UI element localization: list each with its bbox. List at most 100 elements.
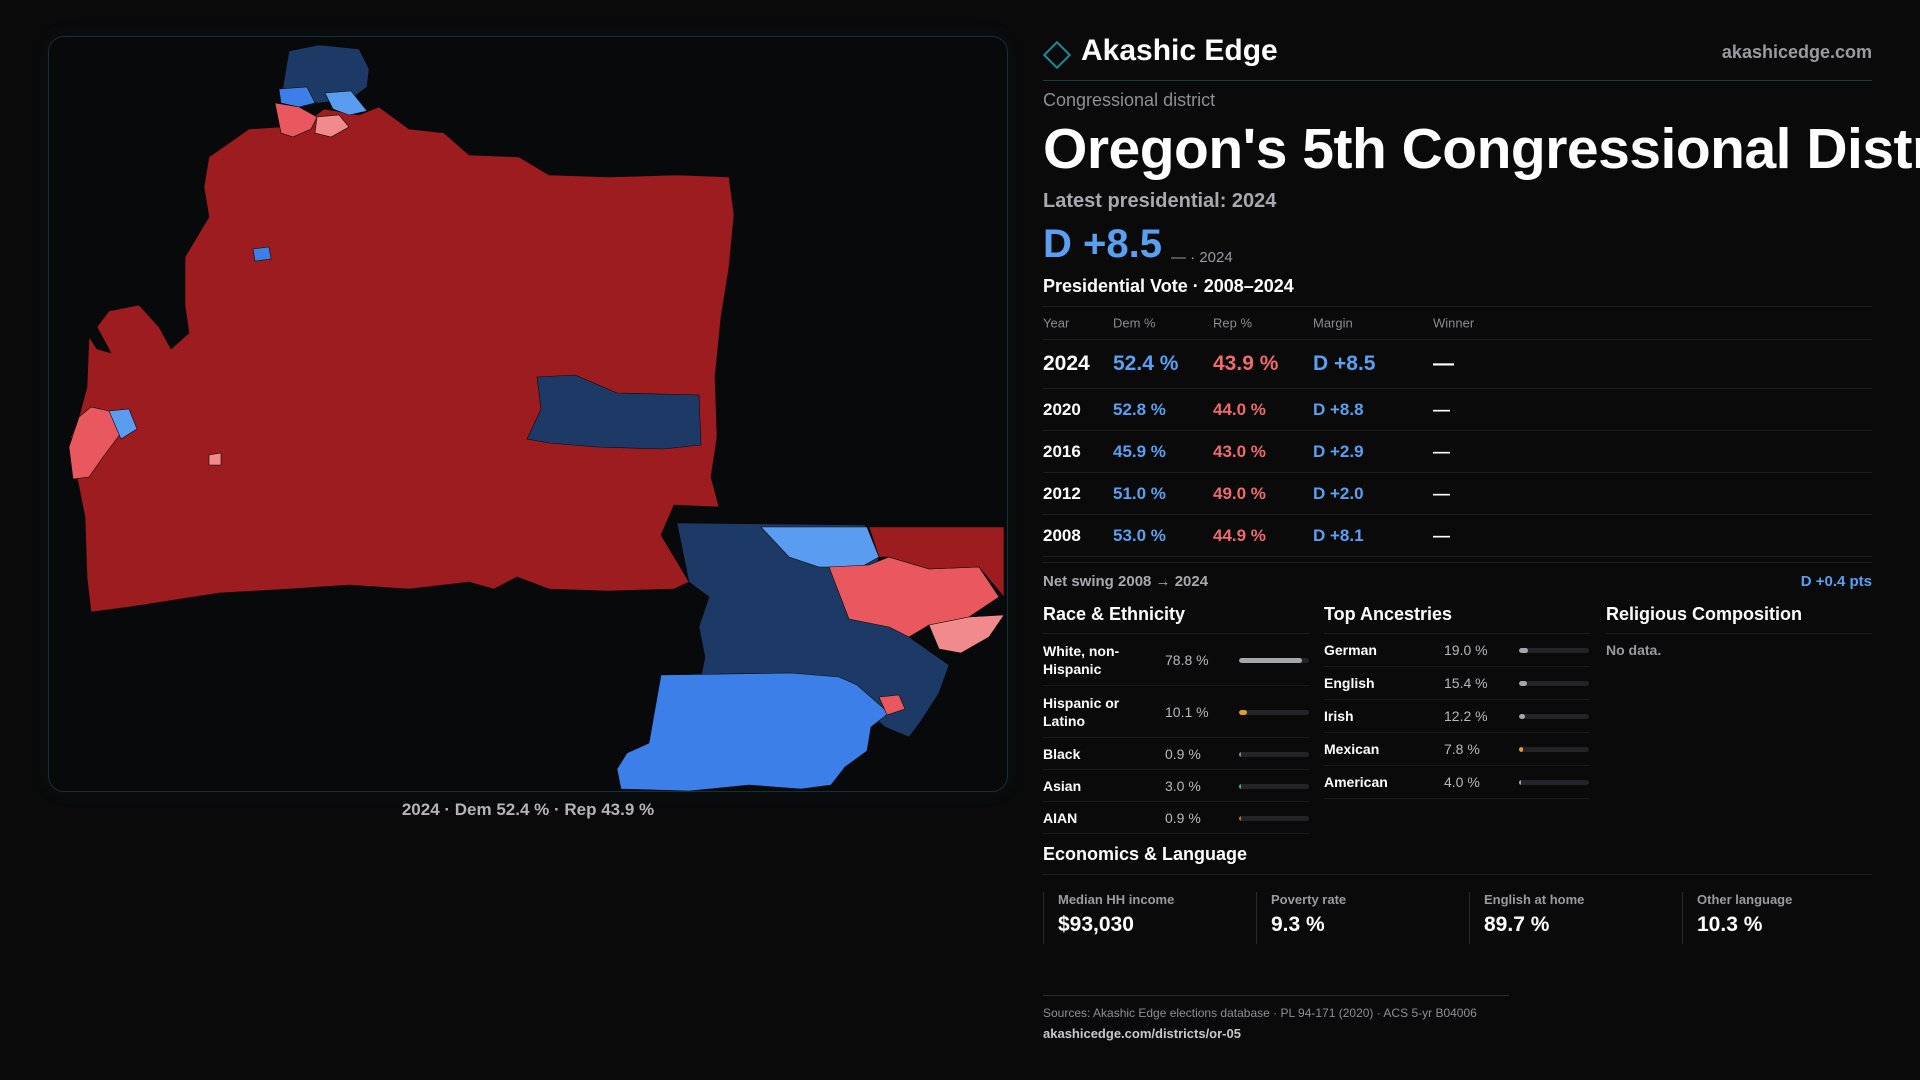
stat-other-language: Other language 10.3 % <box>1682 892 1894 944</box>
cell-rep: 43.9 % <box>1213 352 1279 375</box>
race-value: 78.8 % <box>1165 651 1209 668</box>
map-region-center-dem-dot[interactable] <box>252 246 272 262</box>
ancestry-row: American 4.0 % <box>1324 766 1590 799</box>
stat-label: English at home <box>1484 892 1585 907</box>
ancestry-label: Irish <box>1324 708 1354 724</box>
ancestry-label: American <box>1324 774 1388 790</box>
vote-table-title: Presidential Vote · 2008–2024 <box>1043 276 1294 296</box>
stat-value: $93,030 <box>1058 913 1134 936</box>
ancestry-bar <box>1519 714 1589 719</box>
race-row: Black 0.9 % <box>1043 738 1309 770</box>
race-bar <box>1239 709 1309 715</box>
ancestry-title: Top Ancestries <box>1324 604 1590 634</box>
race-bar-fill <box>1239 657 1303 663</box>
race-label: Asian <box>1043 777 1082 794</box>
sources-note: Sources: Akashic Edge elections database… <box>1043 1006 1477 1020</box>
map-region-east-safe-dem[interactable] <box>526 374 702 450</box>
ancestry-row: Irish 12.2 % <box>1324 700 1590 733</box>
map-region-se-lean-rep[interactable] <box>828 556 1000 638</box>
map-region-north-tilt-dem[interactable] <box>324 90 368 116</box>
ancestry-bar <box>1519 780 1589 785</box>
ancestry-bar <box>1519 681 1589 686</box>
ancestry-value: 12.2 % <box>1444 708 1488 724</box>
stat-median-income: Median HH income $93,030 <box>1043 892 1255 944</box>
map-region-south-rep-dot[interactable] <box>878 694 906 716</box>
race-row: Asian 3.0 % <box>1043 770 1309 802</box>
headline-margin: D +8.5 <box>1043 222 1162 266</box>
race-list: White, non-Hispanic 78.8 % Hispanic or Lat… <box>1043 634 1309 834</box>
diamond-outline-icon <box>1042 40 1072 70</box>
race-value: 3.0 % <box>1165 777 1201 794</box>
race-row: White, non-Hispanic 78.8 % <box>1043 634 1309 686</box>
ancestries-section: Top Ancestries German 19.0 % English 15.4 %… <box>1324 604 1590 799</box>
presidential-vote-table: Year Dem % Rep % Margin Winner 2024 52.4… <box>1043 306 1872 557</box>
cell-rep: 44.9 % <box>1213 525 1266 545</box>
ancestry-bar-fill <box>1519 780 1521 785</box>
page-kicker: Congressional district <box>1043 90 1216 110</box>
race-bar-fill <box>1239 783 1242 789</box>
col-margin: Margin <box>1313 315 1353 331</box>
race-label: Black <box>1043 745 1081 762</box>
table-row: 2012 51.0 % 49.0 % D +2.0 — <box>1043 473 1872 515</box>
col-rep: Rep % <box>1213 315 1253 331</box>
stat-value: 89.7 % <box>1484 913 1550 936</box>
ancestry-bar <box>1519 648 1589 653</box>
stat-value: 10.3 % <box>1697 913 1763 936</box>
ancestry-value: 15.4 % <box>1444 675 1488 691</box>
map-region-south-lean-dem[interactable] <box>616 672 890 791</box>
ancestry-row: Mexican 7.8 % <box>1324 733 1590 766</box>
page-title: Oregon's 5th Congressional District <box>1043 117 1920 181</box>
col-winner: Winner <box>1433 315 1475 331</box>
brand-name[interactable]: Akashic Edge <box>1081 34 1278 67</box>
religion-title: Religious Composition <box>1606 604 1872 634</box>
map-region-center-rep-dot[interactable] <box>208 452 222 466</box>
economics-title: Economics & Language <box>1043 844 1248 864</box>
cell-year: 2012 <box>1043 483 1081 503</box>
stat-label: Other language <box>1697 892 1793 907</box>
race-value: 10.1 % <box>1165 703 1209 720</box>
stat-english-at-home: English at home 89.7 % <box>1469 892 1681 944</box>
cell-rep: 49.0 % <box>1213 483 1266 503</box>
cell-margin: D +2.9 <box>1313 441 1364 461</box>
map-region-west-lean-rep[interactable] <box>68 406 122 480</box>
ancestry-bar <box>1519 747 1589 752</box>
stat-poverty-rate: Poverty rate 9.3 % <box>1256 892 1468 944</box>
map-region-north-lean-dem[interactable] <box>278 86 316 108</box>
col-dem: Dem % <box>1113 315 1156 331</box>
cell-margin: D +8.1 <box>1313 525 1364 545</box>
race-bar <box>1239 783 1309 789</box>
map-region-safe-rep[interactable] <box>70 106 735 613</box>
cell-dem: 52.4 % <box>1113 352 1179 375</box>
race-bar-fill <box>1239 709 1248 715</box>
map-region-se-tilt-rep[interactable] <box>928 614 1005 654</box>
divider <box>1043 874 1872 875</box>
net-swing-label: Net swing 2008 → 2024 <box>1043 573 1209 590</box>
precinct-map[interactable] <box>49 37 1007 791</box>
table-row: 2020 52.8 % 44.0 % D +8.8 — <box>1043 389 1872 431</box>
district-map[interactable] <box>48 36 1008 792</box>
stat-label: Median HH income <box>1058 892 1175 907</box>
cell-winner: — <box>1433 441 1450 461</box>
race-label: Hispanic or Latino <box>1043 694 1120 729</box>
map-region-north-tilt-rep[interactable] <box>314 114 350 138</box>
cell-winner: — <box>1433 525 1450 545</box>
cell-year: 2024 <box>1043 352 1090 375</box>
ancestry-bar-fill <box>1519 747 1523 752</box>
race-title: Race & Ethnicity <box>1043 604 1309 634</box>
cell-dem: 45.9 % <box>1113 441 1166 461</box>
cell-dem: 52.8 % <box>1113 399 1166 419</box>
ancestry-list: German 19.0 % English 15.4 % Irish 12.2 % Mexi… <box>1324 634 1590 799</box>
map-region-west-tilt-dem[interactable] <box>108 408 138 440</box>
table-row: 2016 45.9 % 43.0 % D +2.9 — <box>1043 431 1872 473</box>
district-url-link[interactable]: akashicedge.com/districts/or-05 <box>1043 1026 1241 1041</box>
race-bar <box>1239 815 1309 821</box>
map-region-se-safe-rep[interactable] <box>868 526 1005 598</box>
race-bar-fill <box>1239 751 1241 757</box>
net-swing-value: D +0.4 pts <box>1800 573 1872 590</box>
stat-value: 9.3 % <box>1271 913 1325 936</box>
race-bar <box>1239 657 1309 663</box>
map-region-north-lean-rep[interactable] <box>274 102 318 138</box>
cell-winner: — <box>1433 352 1454 375</box>
brand-url[interactable]: akashicedge.com <box>1721 42 1872 62</box>
ancestry-value: 4.0 % <box>1444 774 1480 790</box>
